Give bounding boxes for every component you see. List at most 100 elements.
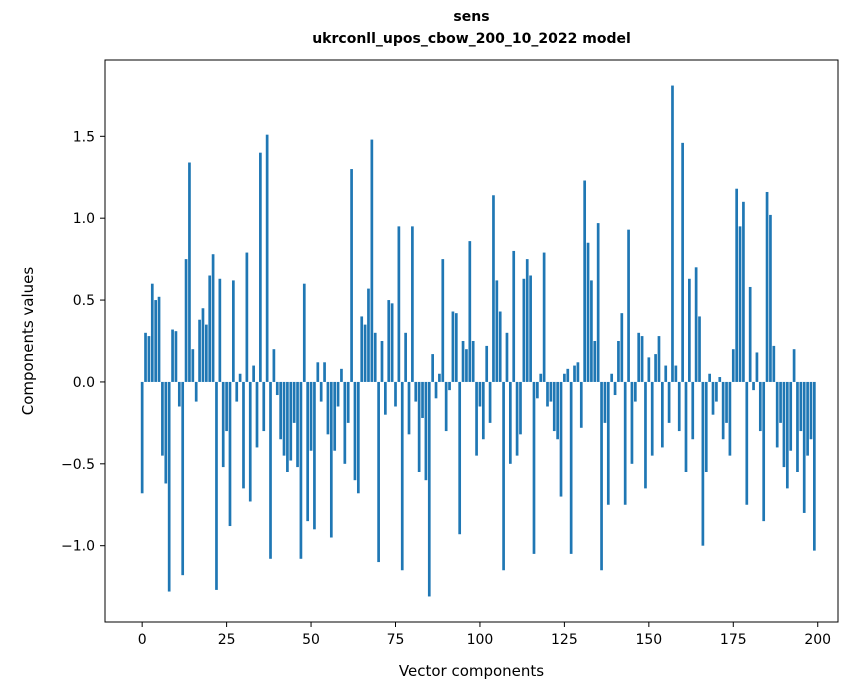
bar (204, 324, 208, 382)
bar (715, 381, 718, 402)
bar (627, 229, 630, 382)
bar (259, 152, 262, 382)
bar (340, 368, 343, 382)
bar (157, 296, 161, 382)
bar (373, 332, 377, 382)
bar (623, 381, 627, 505)
bar (306, 381, 310, 522)
bar (792, 349, 796, 382)
bar (407, 381, 411, 435)
bar (225, 381, 228, 432)
x-tick-label: 0 (138, 632, 147, 648)
bar (384, 381, 387, 415)
bar (329, 381, 333, 538)
bar (177, 381, 181, 407)
bar (282, 381, 286, 456)
bar (164, 381, 168, 484)
x-tick-label: 150 (635, 632, 662, 648)
bar (451, 311, 455, 382)
bar (356, 381, 360, 494)
bar (343, 381, 347, 464)
bar (316, 362, 320, 382)
bar (238, 373, 242, 382)
x-axis-label: Vector components (398, 662, 545, 680)
bar (458, 381, 462, 535)
bar (498, 311, 502, 382)
bar (536, 381, 539, 399)
bar (488, 381, 492, 423)
bar (559, 381, 563, 497)
bar (171, 329, 174, 382)
bar (731, 349, 735, 382)
bar (461, 341, 465, 382)
bar (370, 139, 374, 382)
bar (289, 381, 293, 461)
bar (532, 381, 536, 554)
bar (563, 373, 566, 382)
bar (150, 283, 154, 382)
bar (424, 381, 428, 481)
bar (596, 223, 600, 382)
bar (667, 381, 671, 423)
bar (742, 201, 745, 382)
bar (326, 381, 330, 435)
bar (296, 381, 299, 468)
bar (691, 381, 695, 440)
bar (708, 373, 711, 382)
y-tick-label: −1.0 (61, 539, 95, 555)
bar (380, 341, 384, 382)
bar (194, 381, 198, 402)
bar (640, 336, 644, 382)
bar (309, 381, 313, 451)
bar (313, 381, 316, 530)
bar (414, 381, 418, 402)
bar (701, 381, 705, 546)
bar (654, 354, 657, 382)
bar (468, 241, 472, 382)
bar (448, 381, 451, 391)
bar (617, 341, 620, 382)
bar (481, 381, 485, 440)
y-tick-label: 1.0 (73, 211, 95, 227)
bar (813, 381, 816, 551)
x-tick-label: 100 (467, 632, 494, 648)
bar (336, 381, 340, 407)
bar (191, 349, 195, 382)
bar (387, 300, 391, 382)
bar (394, 381, 397, 407)
bar (650, 381, 654, 456)
bar (434, 381, 438, 399)
bar (377, 381, 380, 563)
bar (400, 381, 404, 571)
bar (272, 349, 276, 382)
axes-spines (104, 59, 839, 623)
y-tick-label: 0.0 (73, 375, 95, 391)
bar (147, 336, 151, 382)
bar (505, 332, 509, 382)
bar (174, 331, 178, 382)
bar (657, 336, 661, 382)
bar (647, 357, 651, 382)
bar (684, 381, 688, 472)
bar (323, 362, 326, 382)
bar (694, 267, 698, 382)
bar (785, 381, 789, 489)
bar (704, 381, 708, 472)
bar (471, 341, 475, 382)
bar (630, 381, 634, 464)
bar (184, 259, 188, 382)
bar (232, 280, 235, 382)
x-tick-label: 200 (804, 632, 831, 648)
bar (363, 324, 367, 382)
bar (674, 365, 678, 382)
bar (441, 259, 445, 382)
bar (546, 381, 549, 407)
bar (586, 242, 590, 382)
bar (188, 162, 191, 382)
bar (529, 275, 532, 382)
bar (573, 365, 576, 382)
bar (579, 381, 583, 428)
chart-title: sens (453, 9, 490, 25)
